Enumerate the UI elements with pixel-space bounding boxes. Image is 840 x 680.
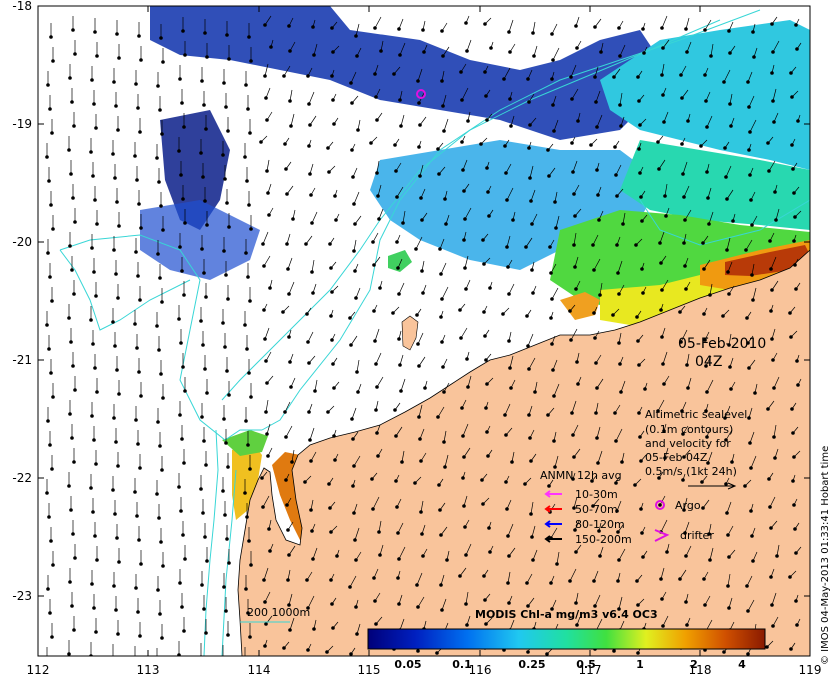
x-tick-label: 116 <box>469 663 492 677</box>
argo-float-marker <box>416 89 426 99</box>
velocity-arrows <box>45 15 802 656</box>
colorbar-tick-label: 2 <box>690 658 698 671</box>
anmn-item-label: 80-120m <box>575 518 625 531</box>
altimetry-line-2: (0.1m contours) <box>645 423 733 436</box>
x-tick-label: 115 <box>358 663 381 677</box>
drifter-legend-icon <box>654 529 670 542</box>
argo-legend-icon <box>655 500 665 510</box>
altimetry-line-3: and velocity for <box>645 437 731 450</box>
bathymetry-legend: 200 1000m <box>247 606 310 619</box>
chl-low-scatter <box>160 110 230 230</box>
x-axis: 112 113 114 115 116 117 118 119 <box>27 6 822 677</box>
coastal-patch-chl <box>560 292 600 320</box>
anmn-item-label: 50-70m <box>575 503 618 516</box>
colorbar <box>367 628 766 650</box>
colorbar-tick-label: 0.5 <box>576 658 596 671</box>
x-tick-label: 113 <box>137 663 160 677</box>
x-tick-label: 117 <box>579 663 602 677</box>
colorbar-tick-label: 1 <box>636 658 644 671</box>
argo-label: Argo <box>675 499 701 512</box>
y-tick-label: -20 <box>12 235 32 249</box>
drifter-label: drifter <box>680 529 714 542</box>
altimetry-line-4: 05-Feb 04Z <box>645 451 708 464</box>
time-label: 04Z <box>695 354 722 370</box>
chl-green-patch <box>388 250 412 272</box>
y-tick-label: -19 <box>12 117 32 131</box>
chl-teal-region <box>620 140 810 230</box>
y-tick-label: -23 <box>12 589 32 603</box>
x-tick-label: 118 <box>689 663 712 677</box>
y-tick-label: -18 <box>12 0 32 13</box>
bathymetry-contours <box>59 9 810 656</box>
colorbar-tick-label: 4 <box>738 658 746 671</box>
anmn-item-label: 10-30m <box>575 488 618 501</box>
y-tick-label: -21 <box>12 353 32 367</box>
colorbar-title: MODIS Chl-a mg/m3 v6.4 OC3 <box>475 608 658 621</box>
colorbar-tick-label: 0.1 <box>452 658 472 671</box>
chl-green-region <box>550 210 810 310</box>
plot-frame <box>37 5 811 657</box>
x-tick-label: 112 <box>27 663 50 677</box>
colorbar-tick-label: 0.25 <box>518 658 545 671</box>
barrow-island <box>401 315 419 351</box>
exmouth-west-chl <box>232 440 262 520</box>
anmn-legend: ANMN 12h avg 10-30m 50-70m 80-120m 150-200m <box>540 469 632 546</box>
chl-low-region <box>150 6 660 140</box>
credit-label: © IMOS 04-May-2013 01:33:41 Hobart time <box>820 446 831 665</box>
altimetry-line-1: Altimetric sealevel <box>645 408 747 421</box>
anmn-title: ANMN 12h avg <box>540 469 622 482</box>
altimetry-line-5: 0.5m/s (1kt 24h) <box>645 465 737 478</box>
y-tick-label: -22 <box>12 471 32 485</box>
chl-cyan-region <box>600 20 810 170</box>
x-tick-label: 119 <box>799 663 822 677</box>
x-tick-label: 114 <box>248 663 271 677</box>
colorbar-tick-label: 0.05 <box>394 658 421 671</box>
anmn-item-label: 150-200m <box>575 533 632 546</box>
y-axis: -18 -19 -20 -21 -22 -23 <box>12 0 810 603</box>
coastline <box>237 249 810 656</box>
date-label: 05-Feb-2010 <box>678 336 766 352</box>
altimetry-legend: Altimetric sealevel (0.1m contours) and … <box>645 408 747 490</box>
exmouth-green-chl <box>222 430 268 456</box>
chl-low-scatter-2 <box>140 200 260 280</box>
colorbar-ticks: 0.05 0.1 0.25 0.5 1 2 4 <box>394 658 746 671</box>
